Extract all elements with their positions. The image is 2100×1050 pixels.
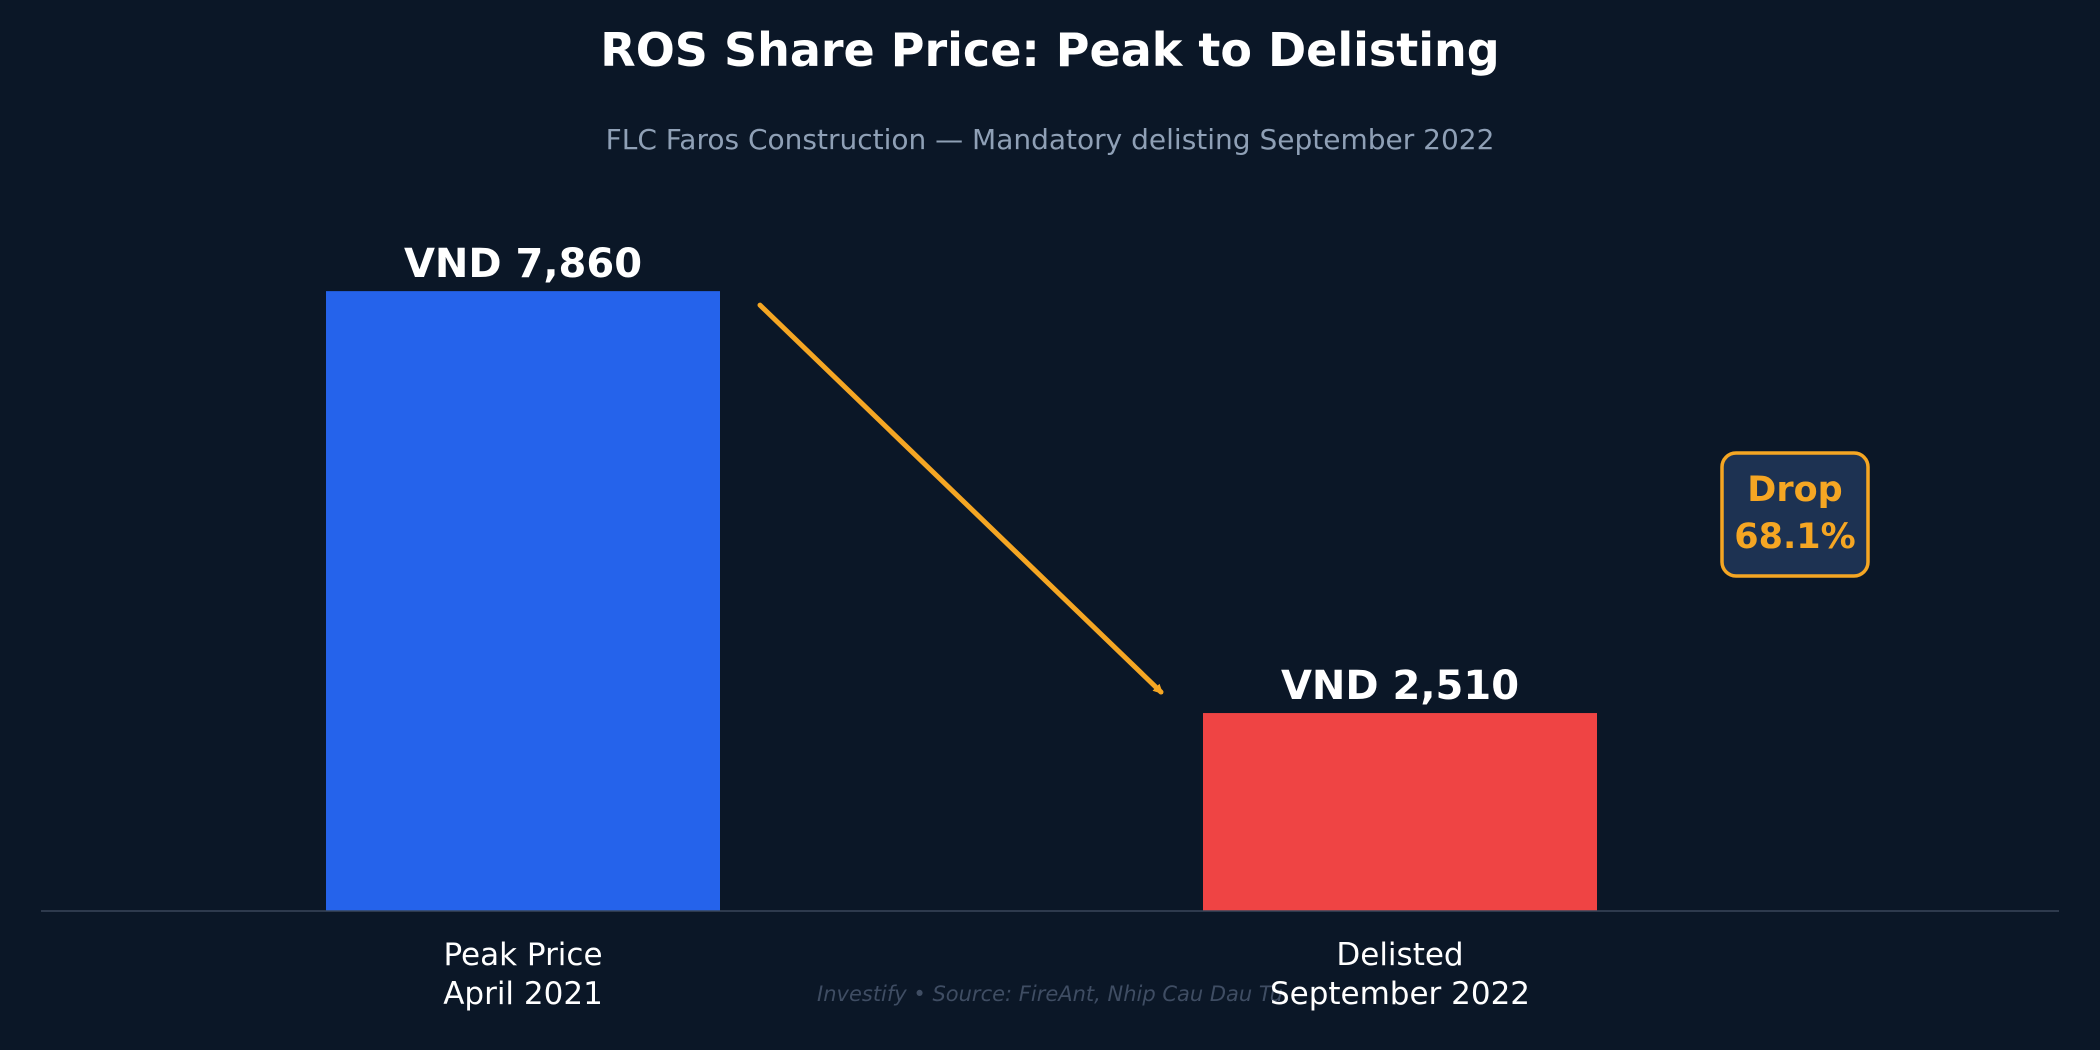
chart-title: ROS Share Price: Peak to Delisting: [600, 23, 1500, 77]
drop-annotation-line-1: Drop: [1747, 470, 1842, 510]
bar-1: [326, 291, 720, 911]
bars-layer: [326, 291, 1597, 911]
category-label-2-line-1: Delisted: [1336, 937, 1463, 973]
drop-annotation-line-2: 68.1%: [1734, 517, 1855, 557]
category-label-1-line-1: Peak Price: [443, 937, 602, 973]
category-label-1-line-2: April 2021: [443, 976, 603, 1012]
bar-2: [1203, 713, 1597, 911]
footer-source: Investify • Source: FireAnt, Nhip Cau Da…: [817, 982, 1283, 1006]
category-label-2-line-2: September 2022: [1270, 976, 1530, 1012]
drop-annotation: Drop 68.1%: [1720, 451, 1870, 578]
drop-arrow: [757, 302, 1164, 695]
chart-subtitle: FLC Faros Construction — Mandatory delis…: [605, 123, 1495, 156]
bar-value-label-2: VND 2,510: [1281, 663, 1519, 709]
bar-value-label-1: VND 7,860: [404, 241, 642, 287]
